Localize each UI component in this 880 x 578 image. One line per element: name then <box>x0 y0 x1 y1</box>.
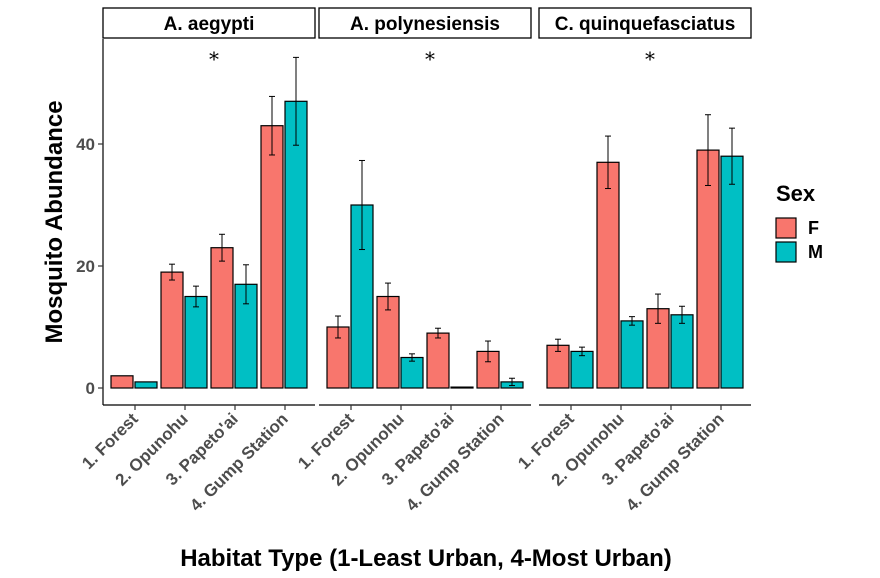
bar-F <box>260 125 284 389</box>
y-tick-label: 0 <box>86 379 95 398</box>
legend-title: Sex <box>776 181 816 206</box>
y-tick-label: 40 <box>76 135 95 154</box>
bar-M <box>134 381 158 389</box>
bar-M <box>184 295 208 389</box>
bar-F <box>160 271 184 389</box>
facet-title: A. polynesiensis <box>350 14 500 35</box>
bar-F <box>210 247 234 389</box>
facet-strip <box>538 7 752 39</box>
bar-F <box>596 161 620 389</box>
y-axis-title: Mosquito Abundance <box>41 100 68 343</box>
significance-marker: * <box>425 47 435 71</box>
significance-marker: * <box>645 47 655 71</box>
facet-strip <box>102 7 316 39</box>
facet-strip <box>318 7 532 39</box>
legend: Sex FM <box>775 181 823 263</box>
bar-M <box>400 356 424 389</box>
bar-F <box>110 375 134 389</box>
legend-key-F <box>775 217 797 239</box>
y-tick-label: 20 <box>76 257 95 276</box>
bar-M <box>570 350 594 389</box>
legend-key-M <box>775 241 797 263</box>
bar-M <box>720 155 744 389</box>
legend-label-F: F <box>808 218 819 238</box>
significance-marker: * <box>209 47 219 71</box>
bar-M <box>620 320 644 389</box>
bar-M <box>450 386 474 389</box>
bar-F <box>426 332 450 389</box>
legend-label-M: M <box>808 242 823 262</box>
facet-title: A. aegypti <box>164 14 255 35</box>
x-axis-title: Habitat Type (1-Least Urban, 4-Most Urba… <box>180 545 672 572</box>
facet-title: C. quinquefasciatus <box>555 14 736 35</box>
bar-M <box>670 314 694 389</box>
y-axis: 0 20 40 <box>76 39 104 405</box>
